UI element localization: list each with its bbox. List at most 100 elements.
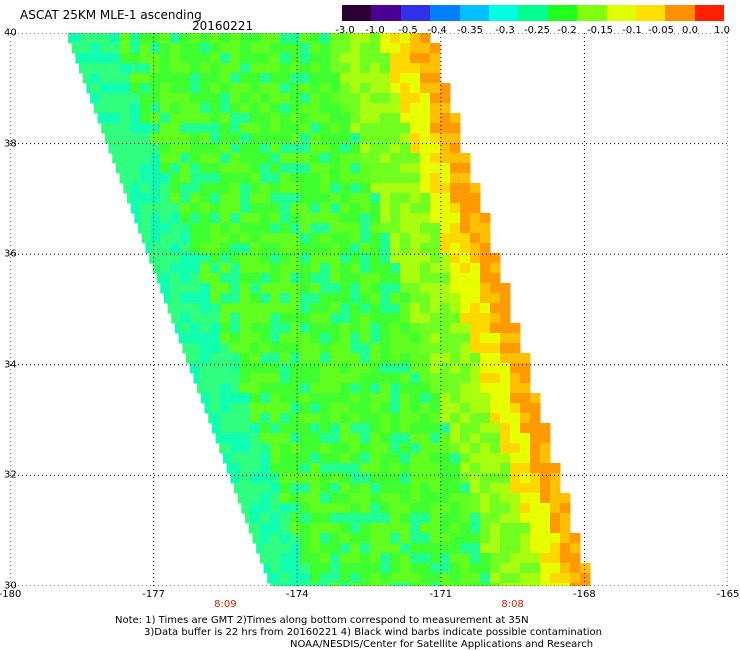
swath-cell <box>260 283 271 294</box>
swath-cell <box>290 43 301 54</box>
swath-cell <box>200 113 211 124</box>
swath-cell <box>390 503 401 514</box>
swath-cell <box>510 513 521 524</box>
swath-cell <box>540 483 551 494</box>
swath-cell <box>320 393 331 404</box>
swath-cell <box>240 423 251 434</box>
swath-cell <box>270 63 281 74</box>
swath-cell <box>500 423 511 434</box>
swath-cell <box>370 153 381 164</box>
swath-cell <box>530 523 541 534</box>
swath-cell <box>420 263 431 274</box>
swath-cell <box>450 473 461 484</box>
swath-cell <box>120 83 131 94</box>
swath-cell <box>140 123 151 134</box>
swath-cell <box>520 353 531 364</box>
swath-cell <box>90 53 101 64</box>
swath-cell <box>450 383 461 394</box>
swath-cell <box>400 303 411 314</box>
swath-cell <box>400 173 411 184</box>
swath-cell <box>360 283 371 294</box>
swath-cell <box>300 273 311 284</box>
swath-cell <box>350 163 361 174</box>
swath-cell <box>340 83 351 94</box>
swath-cell <box>290 493 301 504</box>
swath-cell <box>230 303 241 314</box>
swath-cell <box>180 283 191 294</box>
swath-cell <box>410 173 421 184</box>
swath-cell <box>400 153 411 164</box>
swath-cell <box>380 283 391 294</box>
colorbar-segment <box>694 5 725 21</box>
swath-cell <box>340 183 351 194</box>
swath-cell <box>490 403 501 414</box>
swath-cell <box>490 293 501 304</box>
swath-cell <box>480 303 491 314</box>
swath-cell <box>220 183 231 194</box>
swath-cell <box>360 223 371 234</box>
swath-cell <box>470 553 481 564</box>
swath-cell <box>500 583 511 586</box>
swath-cell <box>410 283 421 294</box>
swath-cell <box>350 253 361 264</box>
swath-cell <box>240 433 251 444</box>
swath-cell <box>360 513 371 524</box>
swath-cell <box>470 583 481 586</box>
swath-cell <box>260 273 271 284</box>
swath-cell <box>182 343 193 354</box>
swath-cell <box>240 483 251 494</box>
swath-cell <box>520 533 531 544</box>
swath-cell <box>390 163 401 174</box>
swath-cell <box>340 333 351 344</box>
swath-cell <box>500 373 511 384</box>
swath-cell <box>230 223 241 234</box>
swath-cell <box>340 303 351 314</box>
swath-cell <box>240 143 251 154</box>
swath-cell <box>150 183 161 194</box>
swath-cell <box>440 563 451 574</box>
swath-cell <box>490 323 501 334</box>
swath-cell <box>130 33 141 44</box>
swath-cell <box>250 473 261 484</box>
swath-cell <box>250 433 261 444</box>
swath-cell <box>420 133 431 144</box>
swath-cell <box>540 423 551 434</box>
swath-cell <box>280 513 291 524</box>
swath-cell <box>500 503 511 514</box>
swath-cell <box>410 213 421 224</box>
swath-cell <box>300 393 311 404</box>
swath-cell <box>280 43 291 54</box>
swath-cell <box>270 83 281 94</box>
swath-cell <box>320 143 331 154</box>
swath-cell <box>270 123 281 134</box>
swath-cell <box>300 443 311 454</box>
colorbar-label: -0.2 <box>557 25 577 36</box>
swath-cell <box>520 433 531 444</box>
swath-cell <box>460 553 471 564</box>
swath-cell <box>320 253 331 264</box>
swath-cell <box>360 193 371 204</box>
swath-cell <box>350 223 361 234</box>
swath-cell <box>120 143 131 154</box>
swath-cell <box>390 553 401 564</box>
swath-cell <box>350 353 361 364</box>
swath-cell <box>250 193 261 204</box>
swath-cell <box>530 403 541 414</box>
swath-cell <box>310 503 321 514</box>
swath-cell <box>220 243 231 254</box>
swath-cell <box>390 113 401 124</box>
swath-cell <box>430 513 441 524</box>
swath-cell <box>190 233 201 244</box>
swath-cell <box>370 303 381 314</box>
swath-cell <box>450 413 461 424</box>
swath-cell <box>200 333 211 344</box>
swath-cell <box>300 303 311 314</box>
swath-cell <box>270 243 281 254</box>
swath-cell <box>490 493 501 504</box>
swath-cell <box>420 553 431 564</box>
swath-cell <box>260 83 271 94</box>
swath-cell <box>220 43 231 54</box>
swath-cell <box>160 143 171 154</box>
swath-cell <box>260 293 271 304</box>
swath-cell <box>310 583 321 586</box>
